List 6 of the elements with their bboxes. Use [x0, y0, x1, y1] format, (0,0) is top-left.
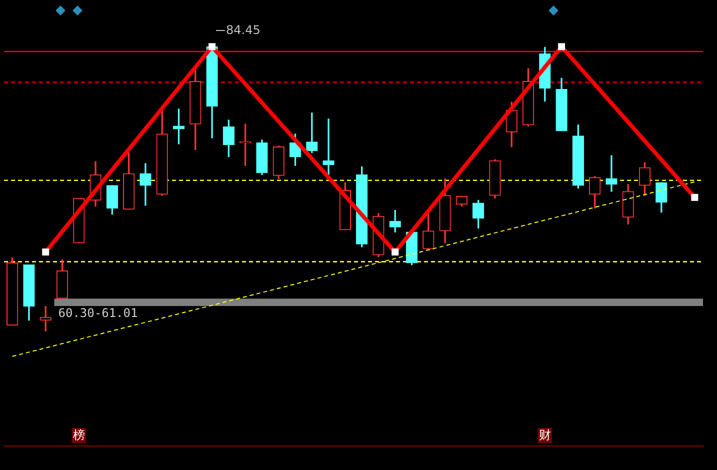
candlestick	[606, 155, 618, 192]
text: 84.45	[226, 22, 260, 37]
candlestick	[322, 118, 334, 175]
band-label: 60.30-61.01	[58, 306, 138, 320]
text: 财	[538, 428, 551, 442]
text: 榜	[72, 428, 85, 442]
